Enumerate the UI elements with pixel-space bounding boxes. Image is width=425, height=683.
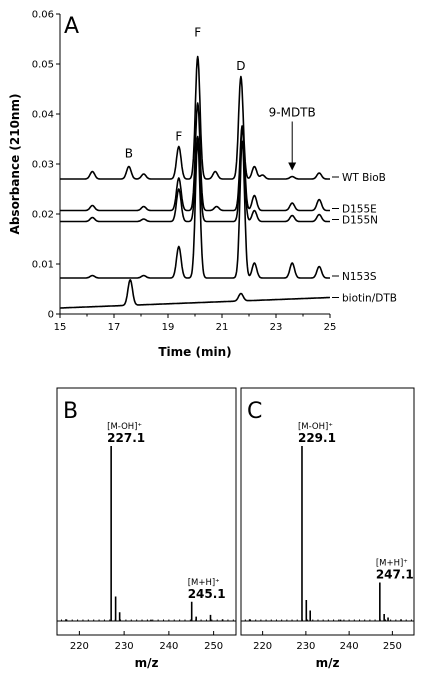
a-y-tick-label: 0.05 xyxy=(32,60,54,71)
b-ion-label: [M+H]⁺ xyxy=(188,578,220,588)
a-x-tick-label: 21 xyxy=(216,322,229,333)
a-y-tick-label: 0.03 xyxy=(32,160,54,171)
peak-label: B xyxy=(125,147,133,161)
c-mz-label: 229.1 xyxy=(298,431,336,445)
compound-label: 9-MDTB xyxy=(269,106,316,120)
panel-a-label: A xyxy=(64,14,79,39)
c-x-tick-label: 250 xyxy=(383,641,402,652)
b-x-axis-label: m/z xyxy=(135,656,159,670)
a-x-axis-label: Time (min) xyxy=(158,345,231,359)
peak-label: F xyxy=(175,130,182,144)
a-y-axis-label: Absorbance (210nm) xyxy=(8,94,22,235)
b-x-tick-label: 230 xyxy=(115,641,134,652)
series-label: D155N xyxy=(342,215,378,227)
series-label: D155E xyxy=(342,204,377,216)
c-x-tick-label: 220 xyxy=(253,641,272,652)
a-y-tick-label: 0.06 xyxy=(32,10,54,21)
peak-label: F xyxy=(194,26,201,40)
a-y-tick-label: 0 xyxy=(48,310,54,321)
panel-c-label: C xyxy=(247,399,262,424)
c-x-axis-label: m/z xyxy=(316,656,340,670)
b-x-tick-label: 250 xyxy=(204,641,223,652)
a-x-tick-label: 25 xyxy=(324,322,337,333)
b-x-tick-label: 240 xyxy=(159,641,178,652)
panel-b-label: B xyxy=(63,399,78,424)
b-frame xyxy=(56,387,237,636)
c-x-tick-label: 240 xyxy=(340,641,359,652)
a-x-tick-label: 19 xyxy=(162,322,175,333)
series-label: N153S xyxy=(342,271,377,283)
b-ion-label: [M-OH]⁺ xyxy=(107,422,142,432)
trace-line xyxy=(59,128,331,223)
c-x-tick-label: 230 xyxy=(296,641,315,652)
peak-label: D xyxy=(236,59,245,73)
arrow-head xyxy=(288,162,297,171)
a-y-tick-label: 0.04 xyxy=(32,110,54,121)
c-mz-label: 247.1 xyxy=(376,568,414,582)
a-x-tick-label: 23 xyxy=(270,322,283,333)
c-frame xyxy=(240,387,415,636)
trace-line xyxy=(59,55,331,180)
c-ion-label: [M-OH]⁺ xyxy=(298,422,333,432)
c-ion-label: [M+H]⁺ xyxy=(376,559,408,569)
a-x-tick-label: 17 xyxy=(108,322,121,333)
trace-line xyxy=(59,279,331,309)
series-label: WT BioB xyxy=(342,172,386,184)
b-x-tick-label: 220 xyxy=(70,641,89,652)
trace-line xyxy=(59,139,331,279)
trace-line xyxy=(59,102,331,212)
a-y-tick-label: 0.01 xyxy=(32,260,54,271)
a-y-tick-label: 0.02 xyxy=(32,210,54,221)
a-x-tick-label: 15 xyxy=(54,322,67,333)
b-mz-label: 245.1 xyxy=(188,587,226,601)
b-mz-label: 227.1 xyxy=(107,431,145,445)
series-label: biotin/DTB xyxy=(342,293,397,305)
